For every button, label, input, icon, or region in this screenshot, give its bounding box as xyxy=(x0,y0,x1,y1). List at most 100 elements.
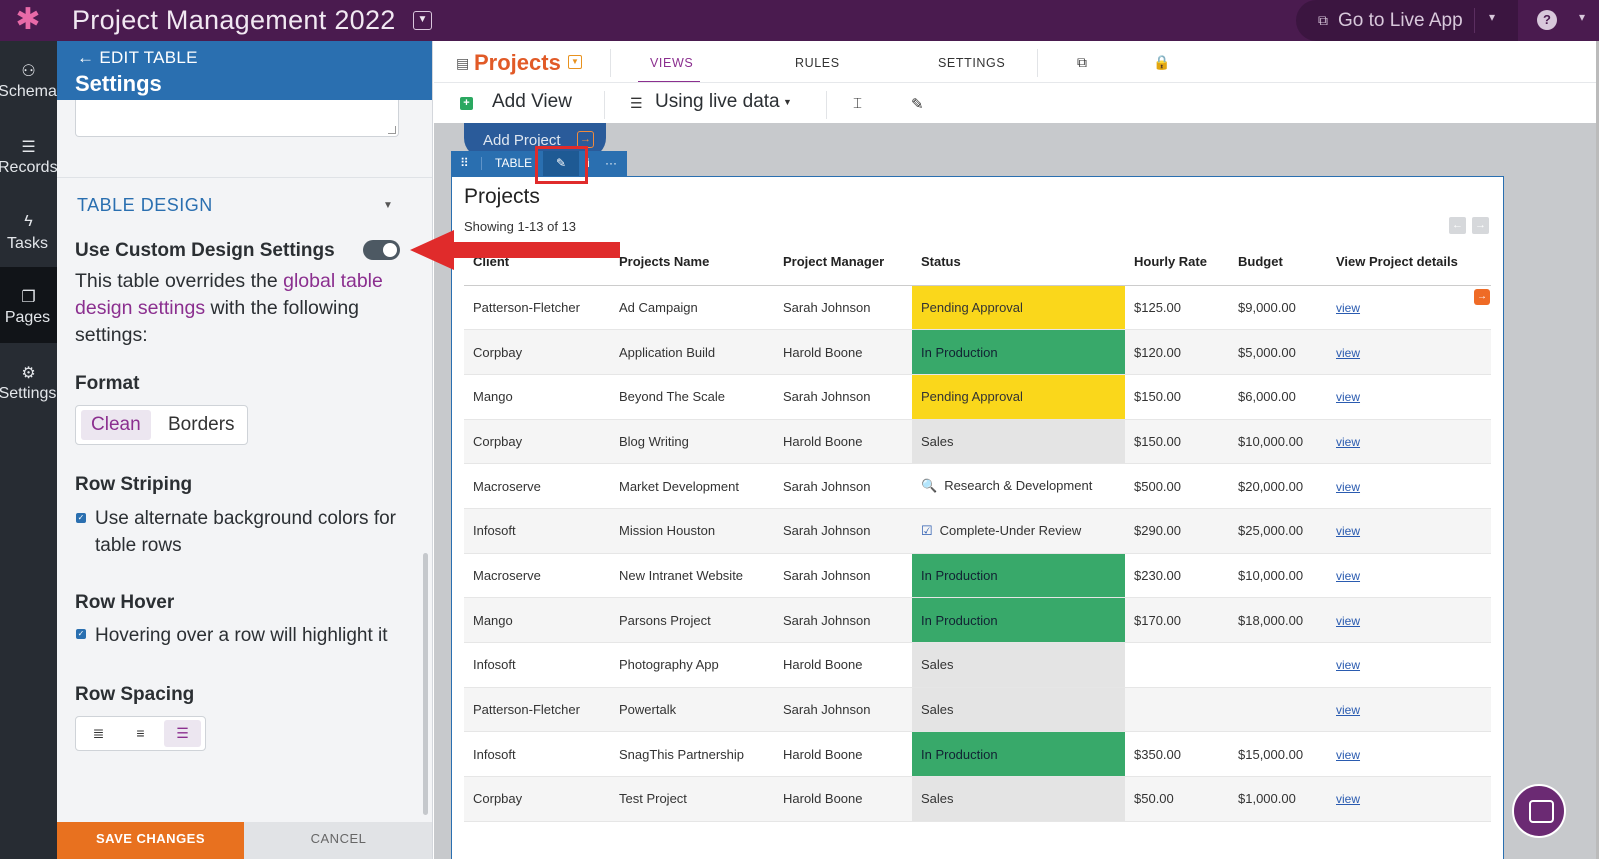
override-text-before: This table overrides the xyxy=(75,270,284,292)
custom-design-label: Use Custom Design Settings xyxy=(75,240,335,261)
custom-design-toggle[interactable] xyxy=(363,240,400,260)
drag-handle-icon[interactable]: ⠿ xyxy=(460,156,469,170)
cell-view-details: view xyxy=(1327,285,1491,331)
view-details-link[interactable]: view xyxy=(1336,747,1361,762)
caret-down-icon[interactable]: ▼ xyxy=(783,97,792,107)
page-name: Projects xyxy=(474,50,561,75)
table-row[interactable]: Infosoft SnagThis Partnership Harold Boo… xyxy=(464,731,1491,778)
description-textarea[interactable] xyxy=(75,100,399,137)
view-details-link[interactable]: view xyxy=(1336,434,1361,449)
table-row[interactable]: Infosoft Mission Houston Sarah Johnson ☑… xyxy=(464,508,1491,554)
divider xyxy=(57,177,432,178)
pagination-next-icon[interactable]: → xyxy=(1472,217,1489,234)
table-row[interactable]: Macroserve Market Development Sarah John… xyxy=(464,463,1491,509)
nav-item-schema[interactable]: ⚇ Schema xyxy=(0,41,57,117)
cell-client: Mango xyxy=(464,597,610,643)
cell-manager: Sarah Johnson xyxy=(774,463,912,509)
table-row[interactable]: Patterson-Fletcher Ad Campaign Sarah Joh… xyxy=(464,285,1491,331)
view-details-link[interactable]: view xyxy=(1336,479,1361,494)
table-row[interactable]: Macroserve New Intranet Website Sarah Jo… xyxy=(464,553,1491,599)
cell-project-name: Blog Writing xyxy=(610,419,774,465)
data-mode-dropdown[interactable]: Using live data xyxy=(655,91,780,112)
view-details-link[interactable]: view xyxy=(1336,345,1361,360)
table-row[interactable]: Corpbay Blog Writing Harold Boone Sales … xyxy=(464,419,1491,465)
nav-item-records[interactable]: ☰ Records xyxy=(0,117,58,193)
cell-budget xyxy=(1229,687,1327,733)
app-logo-icon[interactable]: ✱ xyxy=(15,3,41,36)
table-row[interactable]: Patterson-Fletcher Powertalk Sarah Johns… xyxy=(464,687,1491,733)
view-details-link[interactable]: view xyxy=(1336,390,1361,405)
column-header-project-manager[interactable]: Project Manager xyxy=(774,239,912,286)
tab-settings[interactable]: SETTINGS xyxy=(938,56,1006,70)
plus-square-icon[interactable]: + xyxy=(460,97,473,110)
table-row[interactable]: Corpbay Test Project Harold Boone Sales … xyxy=(464,776,1491,822)
view-details-link[interactable]: view xyxy=(1336,792,1361,807)
chat-support-icon[interactable] xyxy=(1512,784,1566,838)
column-header-view-details[interactable]: View Project details xyxy=(1327,239,1491,286)
add-project-label: Add Project xyxy=(483,132,561,149)
go-to-live-app-button[interactable]: ⧉ Go to Live App ▾ xyxy=(1296,0,1518,41)
format-borders-option[interactable]: Borders xyxy=(168,414,235,435)
view-details-link[interactable]: view xyxy=(1336,568,1361,583)
column-header-hourly-rate[interactable]: Hourly Rate xyxy=(1125,239,1229,286)
cell-project-name: Application Build xyxy=(610,329,774,375)
column-header-status[interactable]: Status xyxy=(912,239,1125,286)
cell-budget: $6,000.00 xyxy=(1229,374,1327,420)
go-to-live-app-label: Go to Live App xyxy=(1338,9,1463,31)
nav-item-tasks[interactable]: ϟ Tasks xyxy=(0,193,57,269)
row-spacing-compact-icon[interactable]: ≣ xyxy=(92,725,105,741)
cell-manager: Sarah Johnson xyxy=(774,285,912,331)
table-row[interactable]: Mango Beyond The Scale Sarah Johnson Pen… xyxy=(464,374,1491,420)
row-striping-text: Use alternate background colors for tabl… xyxy=(95,508,396,556)
view-details-link[interactable]: view xyxy=(1336,524,1361,539)
row-hover-checkbox[interactable]: ✓ xyxy=(76,629,86,639)
table-row[interactable]: Infosoft Photography App Harold Boone Sa… xyxy=(464,642,1491,688)
nav-item-settings[interactable]: ⚙ Settings xyxy=(0,343,57,419)
tab-views[interactable]: VIEWS xyxy=(650,56,694,70)
view-details-link[interactable]: view xyxy=(1336,703,1361,718)
column-header-projects-name[interactable]: Projects Name xyxy=(610,239,774,286)
nav-label: Pages xyxy=(4,309,51,326)
design-brush-icon[interactable]: ✎ xyxy=(911,96,924,113)
pagination-prev-icon[interactable]: ← xyxy=(1449,217,1466,234)
nav-item-pages[interactable]: ❐ Pages xyxy=(0,267,57,343)
caret-down-icon[interactable]: ▼ xyxy=(383,200,393,211)
row-spacing-normal-icon[interactable]: ≡ xyxy=(136,725,145,741)
global-table-design-link[interactable]: global table design settings xyxy=(75,270,383,319)
cancel-button[interactable]: CANCEL xyxy=(244,822,432,859)
edit-view-button[interactable]: ✎ xyxy=(543,151,579,176)
account-caret-icon[interactable]: ▾ xyxy=(1579,10,1586,24)
format-clean-option[interactable]: Clean xyxy=(81,410,151,440)
text-height-icon[interactable]: ⌶ xyxy=(853,95,863,112)
more-options-button[interactable]: ··· xyxy=(605,156,617,170)
table-row[interactable]: Mango Parsons Project Sarah Johnson In P… xyxy=(464,597,1491,643)
cell-project-name: Photography App xyxy=(610,642,774,688)
row-spacing-comfortable-icon[interactable]: ☰ xyxy=(164,720,201,747)
divider xyxy=(481,157,482,170)
save-changes-button[interactable]: SAVE CHANGES xyxy=(57,822,244,859)
view-details-link[interactable]: view xyxy=(1336,658,1361,673)
table-row[interactable]: Corpbay Application Build Harold Boone I… xyxy=(464,329,1491,375)
row-striping-checkbox[interactable]: ✓ xyxy=(76,513,86,523)
tab-rules[interactable]: RULES xyxy=(795,56,840,70)
info-icon[interactable]: i xyxy=(587,156,590,170)
view-details-link[interactable]: view xyxy=(1336,613,1361,628)
main-scrollbar[interactable] xyxy=(1596,41,1599,859)
app-dropdown-chevron-icon[interactable]: ▼ xyxy=(413,11,432,30)
table-design-section-toggle[interactable]: TABLE DESIGN xyxy=(77,195,213,215)
back-to-edit-table-link[interactable]: ← EDIT TABLE xyxy=(77,48,198,68)
panel-scrollbar[interactable] xyxy=(423,553,428,815)
cell-view-details: view xyxy=(1327,687,1491,733)
help-icon[interactable]: ? xyxy=(1537,10,1557,30)
page-dropdown-chevron-icon[interactable]: ▼ xyxy=(568,55,582,69)
add-view-button[interactable]: Add View xyxy=(492,91,572,112)
open-page-external-icon[interactable]: ⧉ xyxy=(1077,54,1087,70)
lock-icon[interactable]: 🔒 xyxy=(1153,54,1171,70)
row-action-arrow-icon[interactable]: → xyxy=(1474,289,1490,305)
view-details-link[interactable]: view xyxy=(1336,300,1361,315)
column-header-budget[interactable]: Budget xyxy=(1229,239,1327,286)
cell-project-name: Test Project xyxy=(610,776,774,822)
cell-client: Corpbay xyxy=(464,776,610,822)
live-app-caret-icon[interactable]: ▾ xyxy=(1489,10,1496,24)
cell-manager: Harold Boone xyxy=(774,642,912,688)
